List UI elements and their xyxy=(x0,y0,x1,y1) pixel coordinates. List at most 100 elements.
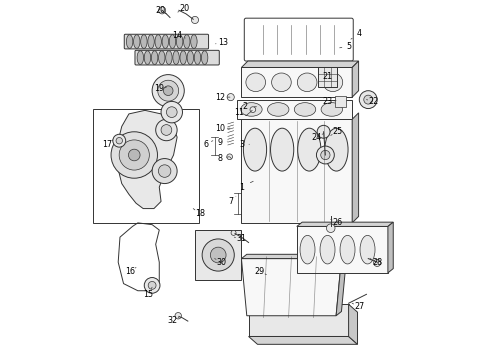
Ellipse shape xyxy=(144,51,151,64)
Ellipse shape xyxy=(180,51,186,64)
Circle shape xyxy=(161,102,182,123)
Circle shape xyxy=(250,107,256,112)
Text: 29: 29 xyxy=(254,267,265,276)
Text: 13: 13 xyxy=(219,38,228,47)
Ellipse shape xyxy=(134,35,140,49)
Circle shape xyxy=(192,17,198,23)
Ellipse shape xyxy=(151,51,158,64)
Bar xyxy=(297,226,388,273)
Text: 30: 30 xyxy=(217,258,227,267)
Polygon shape xyxy=(242,258,342,316)
Ellipse shape xyxy=(294,103,316,116)
Ellipse shape xyxy=(244,128,267,171)
Text: 9: 9 xyxy=(218,138,222,147)
Circle shape xyxy=(148,282,156,289)
Bar xyxy=(242,119,352,223)
Ellipse shape xyxy=(137,51,144,64)
Text: 23: 23 xyxy=(322,97,332,106)
Text: 5: 5 xyxy=(346,41,351,50)
Polygon shape xyxy=(297,222,393,226)
Text: 3: 3 xyxy=(239,140,244,149)
Text: 16: 16 xyxy=(125,267,135,276)
Text: 21: 21 xyxy=(322,72,332,81)
Text: 18: 18 xyxy=(196,210,205,219)
Text: 20: 20 xyxy=(179,4,189,13)
Bar xyxy=(195,230,242,280)
Text: 7: 7 xyxy=(228,197,233,206)
Circle shape xyxy=(111,132,157,178)
Ellipse shape xyxy=(340,235,355,264)
Text: 20: 20 xyxy=(155,6,165,15)
Ellipse shape xyxy=(246,73,266,91)
Circle shape xyxy=(113,134,126,147)
FancyBboxPatch shape xyxy=(124,34,209,49)
Circle shape xyxy=(119,140,149,170)
Text: 15: 15 xyxy=(144,290,153,299)
FancyBboxPatch shape xyxy=(135,50,220,65)
Polygon shape xyxy=(248,304,348,337)
Ellipse shape xyxy=(159,51,165,64)
Ellipse shape xyxy=(325,128,348,171)
Ellipse shape xyxy=(126,35,133,49)
Circle shape xyxy=(163,86,173,95)
Ellipse shape xyxy=(323,73,343,91)
Ellipse shape xyxy=(320,235,335,264)
Circle shape xyxy=(156,119,177,141)
Polygon shape xyxy=(242,254,347,258)
Circle shape xyxy=(202,239,234,271)
Polygon shape xyxy=(248,337,358,344)
Polygon shape xyxy=(352,113,359,223)
Text: 26: 26 xyxy=(333,219,343,228)
Text: 4: 4 xyxy=(357,29,362,38)
Ellipse shape xyxy=(184,35,190,49)
Text: 10: 10 xyxy=(215,124,225,133)
PathPatch shape xyxy=(118,111,177,208)
Circle shape xyxy=(167,107,177,117)
Circle shape xyxy=(231,230,236,235)
Text: 31: 31 xyxy=(237,234,246,243)
Ellipse shape xyxy=(268,103,289,116)
Ellipse shape xyxy=(270,128,294,171)
Circle shape xyxy=(317,125,330,138)
Text: 2: 2 xyxy=(243,102,247,111)
Ellipse shape xyxy=(241,103,262,116)
Polygon shape xyxy=(348,304,358,344)
Circle shape xyxy=(158,165,171,177)
Circle shape xyxy=(364,95,373,104)
Text: 22: 22 xyxy=(368,97,379,106)
Text: 27: 27 xyxy=(354,302,365,311)
Circle shape xyxy=(321,150,330,159)
Circle shape xyxy=(158,80,179,101)
Circle shape xyxy=(359,91,377,109)
Text: 17: 17 xyxy=(102,140,113,149)
Bar xyxy=(335,96,346,107)
Ellipse shape xyxy=(166,51,172,64)
Circle shape xyxy=(161,125,172,135)
Polygon shape xyxy=(352,61,359,97)
Ellipse shape xyxy=(162,35,169,49)
Text: 14: 14 xyxy=(172,31,182,40)
Circle shape xyxy=(159,7,166,14)
Text: 24: 24 xyxy=(311,132,321,141)
Polygon shape xyxy=(388,222,393,273)
Circle shape xyxy=(144,278,160,293)
Ellipse shape xyxy=(148,35,154,49)
Ellipse shape xyxy=(271,73,291,91)
Polygon shape xyxy=(242,61,359,67)
Bar xyxy=(237,100,352,119)
Bar xyxy=(93,109,198,223)
Text: 28: 28 xyxy=(372,258,382,267)
Ellipse shape xyxy=(321,103,343,116)
Polygon shape xyxy=(336,254,347,316)
Circle shape xyxy=(152,158,177,184)
Text: 19: 19 xyxy=(154,84,164,93)
Text: 25: 25 xyxy=(333,127,343,136)
Text: 1: 1 xyxy=(239,183,244,192)
Circle shape xyxy=(227,94,234,101)
Circle shape xyxy=(373,259,381,266)
Ellipse shape xyxy=(300,235,315,264)
Circle shape xyxy=(326,224,335,233)
Text: 8: 8 xyxy=(218,154,222,163)
Ellipse shape xyxy=(201,51,208,64)
Circle shape xyxy=(227,154,232,159)
